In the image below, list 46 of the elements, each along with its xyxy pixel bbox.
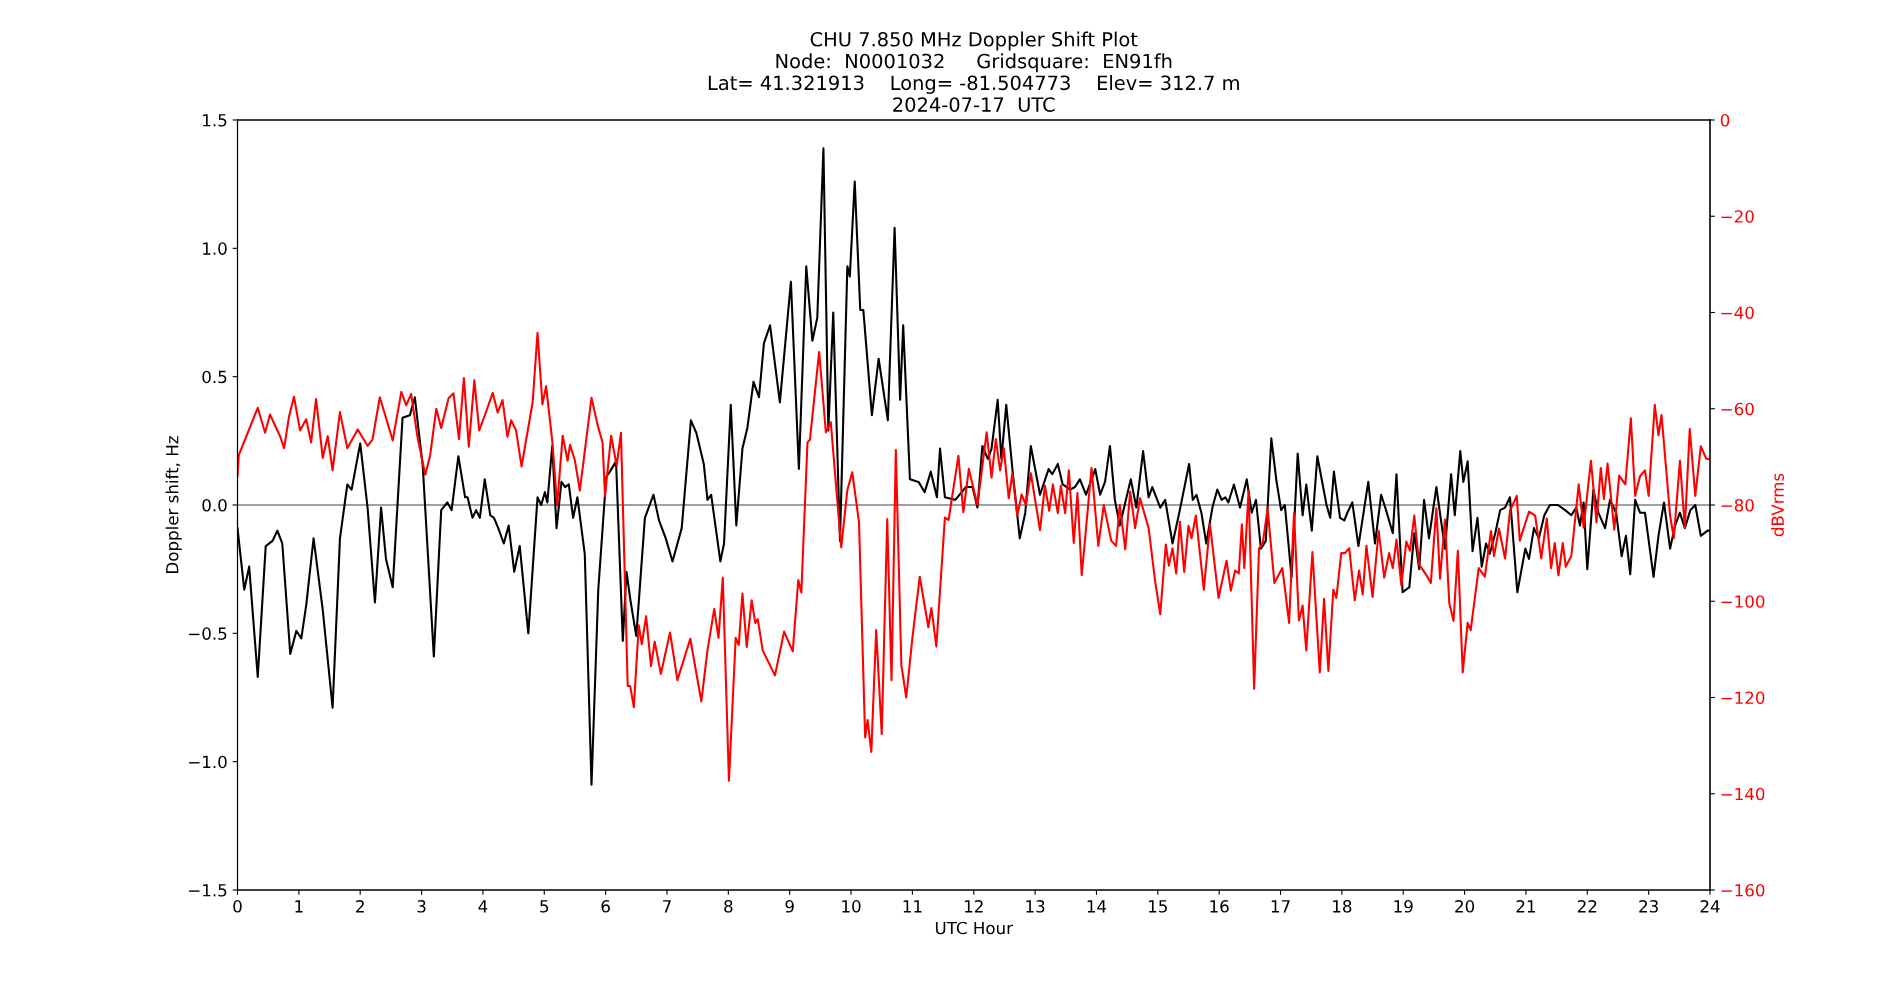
y2-tick-label: −100 bbox=[1721, 595, 1765, 608]
x-tick-label: 17 bbox=[1271, 900, 1290, 913]
y2-tick-label: −40 bbox=[1721, 306, 1754, 320]
x-tick-label: 9 bbox=[785, 900, 794, 913]
line-series bbox=[237, 331, 1710, 782]
y2-tick-label: −60 bbox=[1721, 402, 1754, 416]
x-tick-label: 16 bbox=[1210, 900, 1229, 913]
x-tick-label: 19 bbox=[1394, 900, 1413, 913]
x-tick-label: 12 bbox=[964, 900, 983, 913]
x-tick-label: 5 bbox=[540, 900, 549, 913]
y-tick-label: −1.0 bbox=[189, 755, 227, 769]
y2-tick-label: −140 bbox=[1721, 787, 1765, 801]
x-tick-label: 11 bbox=[903, 900, 922, 913]
y2-tick-label: −20 bbox=[1721, 210, 1754, 223]
chart-title: CHU 7.850 MHz Doppler Shift Plot Node: N0001032 Gridsquare: EN91fh Lat= 41.321913 Long= -81.504773 Elev= 312.7 m 2024-07-17 UTC bbox=[708, 31, 1239, 112]
y2-tick-label: 0 bbox=[1720, 113, 1730, 127]
x-tick-label: 21 bbox=[1516, 900, 1535, 913]
x-tick-label: 20 bbox=[1455, 900, 1475, 913]
y-axis-title: Doppler shift, Hz bbox=[165, 436, 182, 573]
y-tick-label: 0.5 bbox=[202, 370, 227, 384]
x-tick-label: 7 bbox=[663, 900, 671, 913]
x-tick-label: 23 bbox=[1639, 900, 1658, 913]
y-tick-label: −1.5 bbox=[189, 884, 227, 897]
y2-axis-title: dBVrms bbox=[1771, 473, 1784, 537]
x-tick-label: 3 bbox=[417, 900, 426, 913]
x-tick-label: 22 bbox=[1577, 900, 1597, 913]
y2-tick-label: −80 bbox=[1721, 498, 1754, 512]
x-tick-label: 18 bbox=[1333, 900, 1352, 913]
x-tick-label: 15 bbox=[1149, 900, 1167, 913]
x-tick-label: 13 bbox=[1026, 900, 1045, 913]
x-tick-label: 1 bbox=[295, 900, 303, 913]
x-tick-label: 8 bbox=[724, 900, 733, 913]
x-tick-label: 2 bbox=[356, 900, 364, 913]
x-tick-label: 24 bbox=[1700, 900, 1720, 913]
y-tick-label: 1.5 bbox=[203, 114, 227, 127]
y-tick-label: 0.0 bbox=[202, 498, 227, 512]
x-tick-label: 10 bbox=[842, 900, 861, 913]
x-axis-title: UTC Hour bbox=[935, 921, 1013, 935]
x-tick-label: 6 bbox=[601, 900, 610, 913]
y2-tick-label: −120 bbox=[1721, 691, 1765, 705]
y-tick-label: −0.5 bbox=[189, 627, 227, 640]
x-tick-label: 14 bbox=[1087, 900, 1107, 913]
y2-tick-label: −160 bbox=[1721, 883, 1765, 897]
x-tick-label: 0 bbox=[233, 900, 242, 913]
y-tick-label: 1.0 bbox=[203, 242, 227, 255]
x-tick-label: 4 bbox=[478, 900, 488, 913]
